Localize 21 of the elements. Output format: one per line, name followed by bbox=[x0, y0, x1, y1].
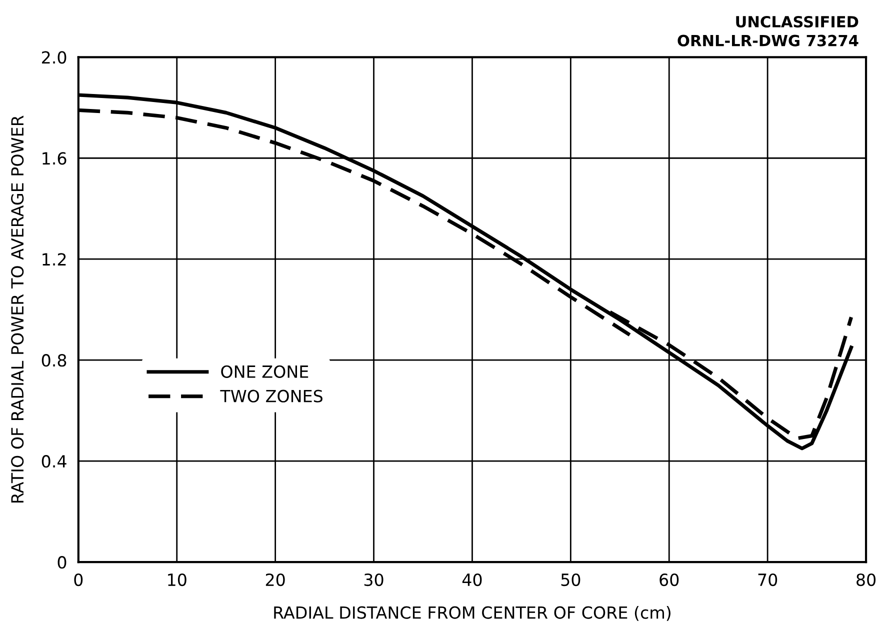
x-tick-label: 20 bbox=[266, 573, 285, 586]
x-tick-label: 40 bbox=[462, 573, 482, 586]
legend-label: TWO ZONES bbox=[220, 390, 322, 402]
x-tick-label: 80 bbox=[856, 573, 876, 586]
text: ORNL-LR-DWG 73274 bbox=[678, 34, 858, 46]
x-tick-label: 70 bbox=[758, 573, 778, 586]
y-tick-label: 0 bbox=[58, 556, 66, 569]
text: UNCLASSIFIED bbox=[736, 16, 858, 28]
x-tick-label: 60 bbox=[660, 573, 679, 586]
y-tick-label: 1.2 bbox=[42, 253, 66, 266]
legend-label: ONE ZONE bbox=[221, 365, 308, 378]
y-tick-label: 2.0 bbox=[42, 51, 66, 64]
x-tick-label: 30 bbox=[364, 573, 384, 586]
x-tick-label: 50 bbox=[561, 573, 580, 586]
x-axis-title: RADIAL DISTANCE FROM CENTER OF CORE (cm) bbox=[274, 606, 670, 621]
x-tick-label: 10 bbox=[168, 573, 186, 586]
x-tick-label: 0 bbox=[74, 573, 83, 586]
y-axis-title: RATIO OF RADIAL POWER TO AVERAGE POWER bbox=[11, 116, 24, 502]
y-tick-label: 0.8 bbox=[42, 354, 66, 367]
y-tick-label: 1.6 bbox=[42, 152, 66, 165]
y-tick-label: 0.4 bbox=[42, 455, 66, 468]
